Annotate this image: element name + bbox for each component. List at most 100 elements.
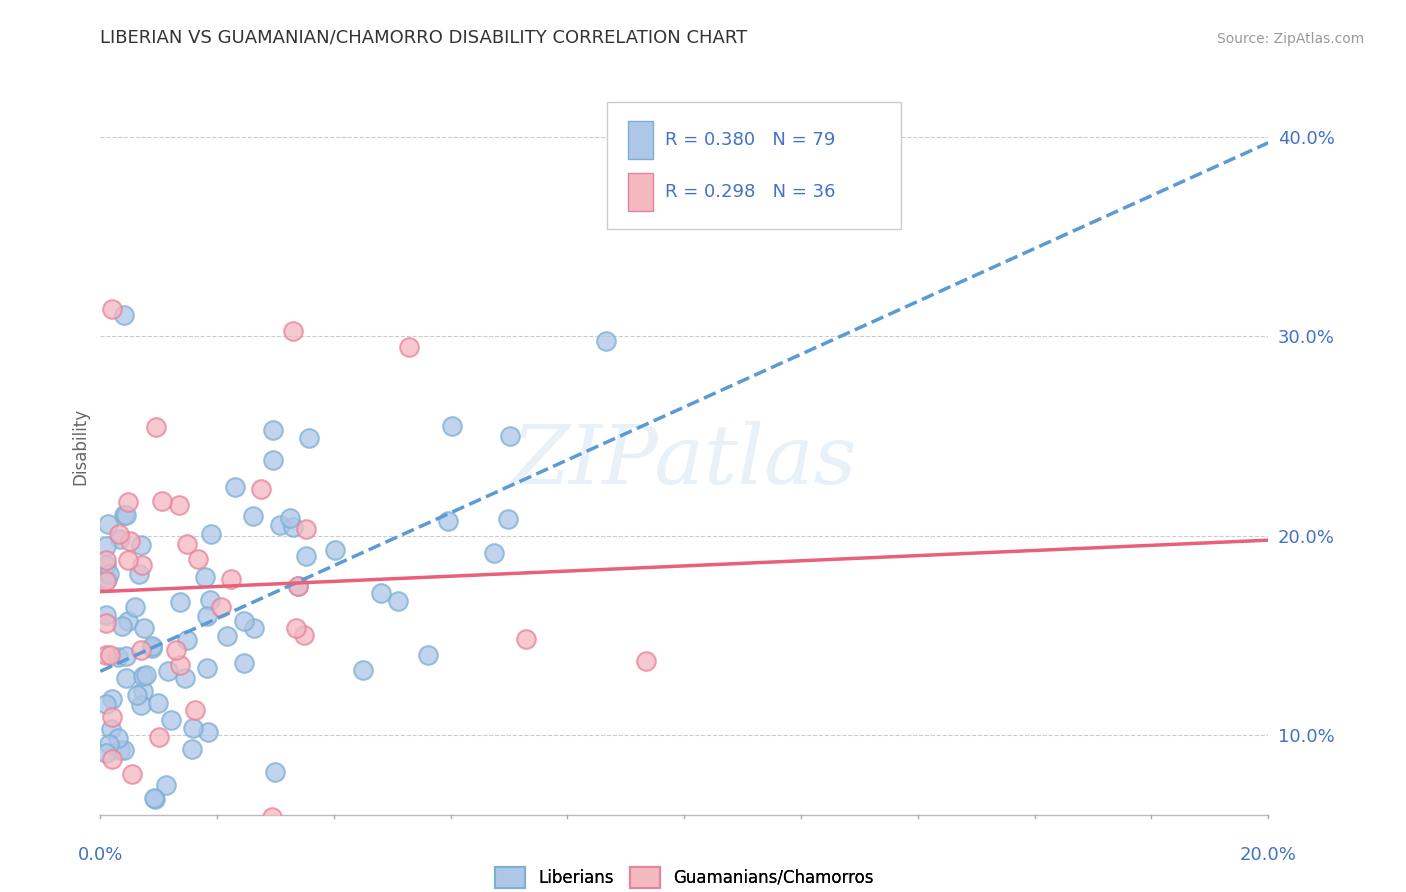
Point <box>217 629 239 643</box>
Point <box>160 713 183 727</box>
Point <box>285 621 308 635</box>
Point <box>387 594 409 608</box>
Point <box>262 423 284 437</box>
Point <box>292 627 315 641</box>
Point <box>132 621 155 635</box>
Point <box>112 309 135 323</box>
Point <box>249 482 271 496</box>
Point <box>242 509 264 524</box>
Point <box>115 508 138 523</box>
Point <box>111 619 134 633</box>
Point <box>127 688 149 702</box>
Point <box>232 657 254 671</box>
Point <box>107 527 129 541</box>
Point <box>96 558 118 572</box>
Point <box>515 632 537 646</box>
Point <box>440 419 463 434</box>
Text: R = 0.298   N = 36: R = 0.298 N = 36 <box>665 183 835 201</box>
Text: Source: ZipAtlas.com: Source: ZipAtlas.com <box>1216 32 1364 46</box>
Point <box>121 767 143 781</box>
Point <box>278 511 301 525</box>
Text: ZIPatlas: ZIPatlas <box>512 421 858 500</box>
Point <box>269 517 291 532</box>
Point <box>112 743 135 757</box>
Point <box>155 778 177 792</box>
Point <box>135 668 157 682</box>
Point <box>233 614 256 628</box>
Point <box>176 633 198 648</box>
Point <box>108 532 131 546</box>
Text: 0.0%: 0.0% <box>77 846 124 863</box>
Point <box>101 302 124 317</box>
Point <box>107 731 129 745</box>
Point <box>370 585 392 599</box>
Point <box>352 663 374 677</box>
Point <box>96 648 118 663</box>
Point <box>195 609 218 624</box>
Point <box>148 730 170 744</box>
Point <box>117 614 139 628</box>
Point <box>496 511 519 525</box>
Point <box>101 752 124 766</box>
Point <box>436 514 458 528</box>
Text: 20.0%: 20.0% <box>1240 846 1296 863</box>
Point <box>115 671 138 685</box>
Point <box>132 669 155 683</box>
Point <box>142 790 165 805</box>
Point <box>100 722 122 736</box>
Point <box>295 549 318 563</box>
Point <box>595 334 617 348</box>
Point <box>96 697 118 711</box>
Point <box>108 742 131 756</box>
Point <box>283 520 305 534</box>
Point <box>298 431 321 445</box>
Point <box>224 480 246 494</box>
Y-axis label: Disability: Disability <box>72 408 89 484</box>
Point <box>124 600 146 615</box>
Point <box>96 539 118 553</box>
Point <box>96 615 118 630</box>
Point <box>198 592 221 607</box>
Point <box>118 533 141 548</box>
Point <box>167 499 190 513</box>
Point <box>101 710 124 724</box>
Point <box>174 832 197 847</box>
Point <box>145 419 167 434</box>
Point <box>143 791 166 805</box>
Point <box>131 558 153 572</box>
Point <box>96 746 118 760</box>
Point <box>157 664 180 678</box>
Point <box>141 640 163 655</box>
Point <box>194 569 217 583</box>
Point <box>263 764 285 779</box>
Point <box>114 648 136 663</box>
Point <box>129 642 152 657</box>
Point <box>262 453 284 467</box>
Text: R = 0.380   N = 79: R = 0.380 N = 79 <box>665 131 835 149</box>
Point <box>165 642 187 657</box>
Point <box>128 566 150 581</box>
Point <box>181 721 204 735</box>
Point <box>98 648 121 662</box>
Point <box>129 538 152 552</box>
Point <box>173 671 195 685</box>
Point <box>398 340 420 354</box>
Point <box>141 639 163 653</box>
Point <box>169 594 191 608</box>
Text: LIBERIAN VS GUAMANIAN/CHAMORRO DISABILITY CORRELATION CHART: LIBERIAN VS GUAMANIAN/CHAMORRO DISABILIT… <box>100 29 748 46</box>
Point <box>132 683 155 698</box>
Point <box>281 324 304 338</box>
Point <box>634 654 657 668</box>
Point <box>260 810 283 824</box>
Point <box>482 546 505 560</box>
Point <box>96 574 118 588</box>
Point <box>195 661 218 675</box>
Point <box>107 650 129 665</box>
Point <box>96 553 118 567</box>
Point <box>209 599 232 614</box>
Point <box>176 537 198 551</box>
Point <box>98 737 121 751</box>
Point <box>169 658 191 673</box>
Point <box>184 703 207 717</box>
Point <box>197 724 219 739</box>
